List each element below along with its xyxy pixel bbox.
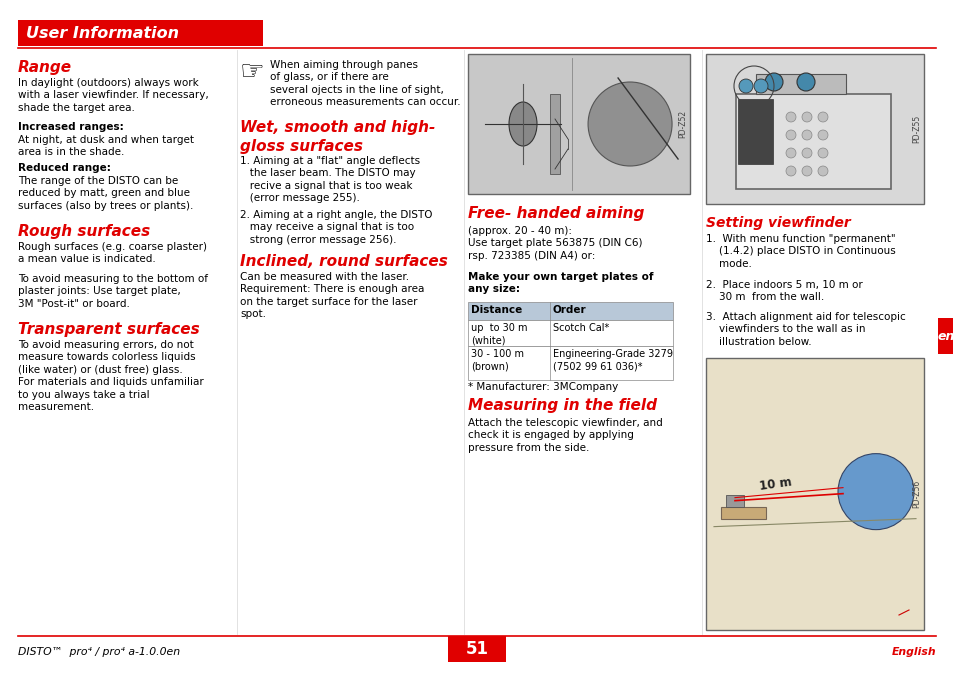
Circle shape	[801, 112, 811, 122]
Circle shape	[785, 166, 795, 176]
Bar	[550, 94, 559, 174]
Circle shape	[817, 166, 827, 176]
Circle shape	[801, 130, 811, 140]
Ellipse shape	[509, 102, 537, 146]
Bar	[725, 495, 743, 507]
Text: Free- handed aiming: Free- handed aiming	[468, 206, 643, 221]
Circle shape	[801, 166, 811, 176]
Circle shape	[785, 130, 795, 140]
Circle shape	[587, 82, 671, 166]
Circle shape	[817, 148, 827, 158]
Bar	[448, 636, 505, 662]
Text: * Manufacturer: 3MCompany: * Manufacturer: 3MCompany	[468, 382, 618, 392]
Text: User Information: User Information	[26, 26, 179, 40]
Text: Measuring in the field: Measuring in the field	[468, 398, 657, 413]
Text: en: en	[937, 330, 953, 342]
Circle shape	[785, 148, 795, 158]
Bar	[705, 358, 923, 630]
Text: To avoid measuring to the bottom of
plaster joints: Use target plate,
3M "Post-i: To avoid measuring to the bottom of plas…	[18, 274, 208, 309]
Bar	[18, 20, 263, 46]
Bar	[720, 507, 765, 518]
Text: 30 - 100 m
(brown): 30 - 100 m (brown)	[471, 349, 523, 371]
Text: Distance: Distance	[471, 305, 521, 315]
Circle shape	[764, 73, 782, 91]
Text: Can be measured with the laser.
Requirement: There is enough area
on the target : Can be measured with the laser. Requirem…	[240, 272, 424, 319]
Text: Rough surfaces (e.g. coarse plaster)
a mean value is indicated.: Rough surfaces (e.g. coarse plaster) a m…	[18, 242, 207, 264]
Text: Setting viewfinder: Setting viewfinder	[705, 216, 850, 230]
Circle shape	[817, 112, 827, 122]
Text: Rough surfaces: Rough surfaces	[18, 224, 150, 239]
Text: Wet, smooth and high-
gloss surfaces: Wet, smooth and high- gloss surfaces	[240, 120, 435, 154]
Bar	[468, 320, 672, 346]
Bar	[468, 54, 689, 194]
Text: Order: Order	[553, 305, 586, 315]
Text: At night, at dusk and when target
area is in the shade.: At night, at dusk and when target area i…	[18, 135, 193, 158]
Text: When aiming through panes
of glass, or if there are
several ojects in the line o: When aiming through panes of glass, or i…	[270, 60, 460, 107]
Text: (approx. 20 - 40 m):
Use target plate 563875 (DIN C6)
rsp. 723385 (DIN A4) or:: (approx. 20 - 40 m): Use target plate 56…	[468, 226, 641, 261]
Bar	[468, 302, 672, 320]
Text: The range of the DISTO can be
reduced by matt, green and blue
surfaces (also by : The range of the DISTO can be reduced by…	[18, 176, 193, 211]
Bar	[738, 99, 772, 164]
Text: up  to 30 m
(white): up to 30 m (white)	[471, 323, 527, 345]
Bar	[735, 94, 890, 189]
Text: ☞: ☞	[240, 58, 265, 86]
Text: To avoid measuring errors, do not
measure towards colorless liquids
(like water): To avoid measuring errors, do not measur…	[18, 340, 204, 412]
Circle shape	[837, 454, 913, 530]
Text: In daylight (outdoors) always work
with a laser viewfinder. If necessary,
shade : In daylight (outdoors) always work with …	[18, 78, 209, 113]
Bar	[755, 74, 845, 94]
Text: PD-Z52: PD-Z52	[678, 110, 686, 138]
Text: 1. Aiming at a "flat" angle deflects
   the laser beam. The DISTO may
   recive : 1. Aiming at a "flat" angle deflects the…	[240, 156, 419, 203]
Text: DISTO™  pro⁴ / pro⁴ a-1.0.0en: DISTO™ pro⁴ / pro⁴ a-1.0.0en	[18, 647, 180, 657]
Text: Transparent surfaces: Transparent surfaces	[18, 322, 199, 337]
Bar	[705, 54, 923, 204]
Text: Scotch Cal*: Scotch Cal*	[553, 323, 609, 333]
Text: 10 m: 10 m	[759, 476, 792, 493]
Circle shape	[796, 73, 814, 91]
Text: 1.  With menu function "permanent"
    (1.4.2) place DISTO in Continuous
    mod: 1. With menu function "permanent" (1.4.2…	[705, 234, 895, 269]
Text: Attach the telescopic viewfinder, and
check it is engaged by applying
pressure f: Attach the telescopic viewfinder, and ch…	[468, 418, 662, 453]
Text: 3.  Attach alignment aid for telescopic
    viewfinders to the wall as in
    il: 3. Attach alignment aid for telescopic v…	[705, 312, 904, 347]
Text: PD-Z55: PD-Z55	[911, 115, 920, 143]
Text: Range: Range	[18, 60, 72, 75]
Text: 51: 51	[465, 640, 488, 658]
Text: English: English	[890, 647, 935, 657]
Circle shape	[785, 112, 795, 122]
Text: 2.  Place indoors 5 m, 10 m or
    30 m  from the wall.: 2. Place indoors 5 m, 10 m or 30 m from …	[705, 280, 862, 303]
Circle shape	[801, 148, 811, 158]
Text: Engineering-Grade 3279
(7502 99 61 036)*: Engineering-Grade 3279 (7502 99 61 036)*	[553, 349, 672, 371]
Bar	[468, 346, 672, 380]
Text: Inclined, round surfaces: Inclined, round surfaces	[240, 254, 447, 269]
Text: Increased ranges:: Increased ranges:	[18, 122, 124, 132]
Text: 2. Aiming at a right angle, the DISTO
   may receive a signal that is too
   str: 2. Aiming at a right angle, the DISTO ma…	[240, 210, 432, 245]
Circle shape	[753, 79, 767, 93]
Circle shape	[739, 79, 752, 93]
Circle shape	[817, 130, 827, 140]
Text: Reduced range:: Reduced range:	[18, 163, 111, 173]
Text: PD-Z56: PD-Z56	[911, 480, 920, 508]
Text: Make your own target plates of
any size:: Make your own target plates of any size:	[468, 272, 653, 295]
Bar	[937, 318, 953, 354]
